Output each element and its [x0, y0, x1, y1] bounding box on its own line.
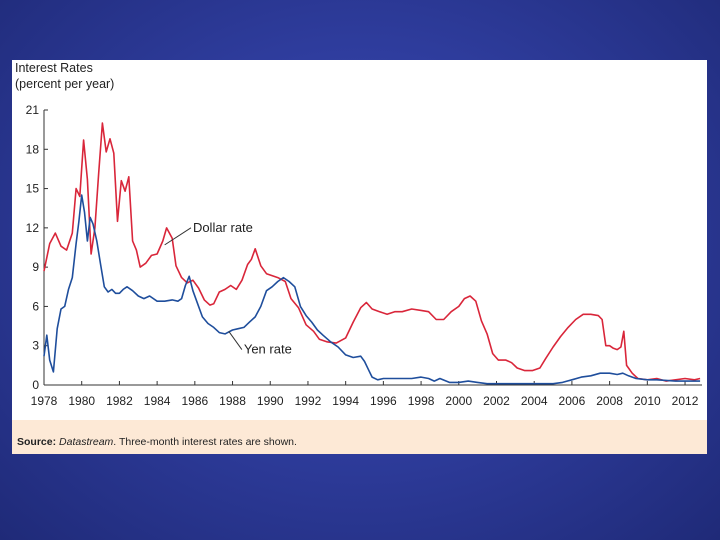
- chart-title: Interest Rates: [15, 61, 93, 75]
- annotation-leader: [228, 331, 243, 350]
- x-tick-label: 1980: [68, 394, 95, 408]
- series-line-yen-rate: [43, 194, 701, 385]
- y-tick-label: 9: [32, 260, 39, 274]
- annotation-leader: [164, 227, 192, 246]
- y-tick-label: 0: [32, 378, 39, 392]
- x-tick-label: 1992: [295, 394, 322, 408]
- y-tick-label: 6: [32, 299, 39, 313]
- x-tick-label: 1982: [106, 394, 133, 408]
- y-tick-label: 21: [26, 103, 40, 117]
- series-layer: [43, 122, 701, 385]
- x-tick-label: 2000: [445, 394, 472, 408]
- line-chart: 0 3 6 9 12 15 18 21 1978 1980 1982 1984 1986 1988 1990…: [26, 103, 702, 408]
- source-note: . Three-month interest rates are shown.: [113, 436, 297, 448]
- y-tick-label: 15: [26, 182, 40, 196]
- chart-subtitle: (percent per year): [15, 77, 115, 91]
- x-tick-label: 2002: [483, 394, 510, 408]
- x-tick-label: 2006: [559, 394, 586, 408]
- source-footer: Source: Datastream. Three-month interest…: [12, 420, 707, 454]
- x-tick-label: 1984: [144, 394, 171, 408]
- y-tick-label: 12: [26, 221, 40, 235]
- x-tick-label: 1994: [332, 394, 359, 408]
- x-tick-label: 1998: [408, 394, 435, 408]
- source-name: Datastream: [59, 436, 114, 448]
- x-tick-label: 1990: [257, 394, 284, 408]
- source-label: Source:: [17, 436, 57, 448]
- annotation-yen-rate: Yen rate: [244, 342, 292, 357]
- x-tick-label: 2008: [596, 394, 623, 408]
- series-line-dollar-rate: [43, 122, 701, 382]
- x-tick-label: 1988: [219, 394, 246, 408]
- y-tick-label: 18: [26, 142, 40, 156]
- x-tick-label: 2012: [672, 394, 699, 408]
- x-tick-label: 1978: [31, 394, 58, 408]
- x-tick-label: 2004: [521, 394, 548, 408]
- y-tick-label: 3: [32, 339, 39, 353]
- x-tick-label: 2010: [634, 394, 661, 408]
- x-tick-label: 1996: [370, 394, 397, 408]
- chart-panel: Interest Rates (percent per year) 0 3 6 9 12…: [12, 60, 707, 454]
- x-tick-label: 1986: [181, 394, 208, 408]
- axes: 0 3 6 9 12 15 18 21 1978 1980 1982 1984 1986 1988 1990…: [26, 103, 702, 408]
- annotation-layer: Dollar rate Yen rate: [164, 220, 292, 357]
- annotation-dollar-rate: Dollar rate: [193, 220, 253, 235]
